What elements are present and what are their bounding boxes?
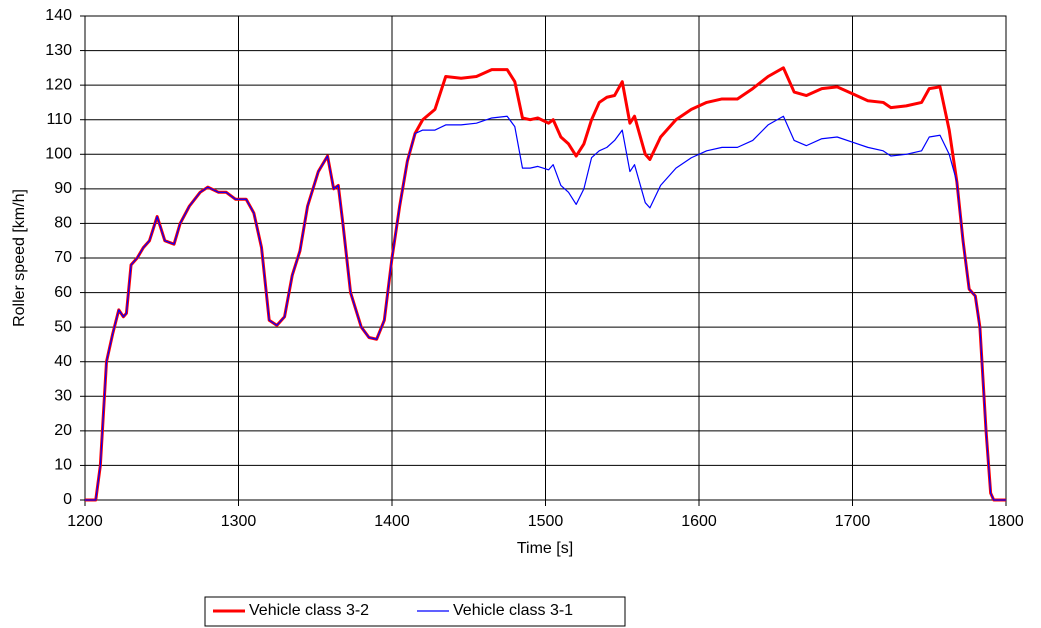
y-tick-label: 50 xyxy=(54,318,72,335)
y-tick-label: 110 xyxy=(46,111,72,128)
y-tick-label: 80 xyxy=(54,215,72,232)
y-tick-label: 140 xyxy=(45,7,72,24)
y-axis-title: Roller speed [km/h] xyxy=(11,189,28,327)
x-tick-label: 1800 xyxy=(988,513,1024,530)
legend-label: Vehicle class 3-1 xyxy=(453,602,573,619)
y-tick-label: 130 xyxy=(45,42,72,59)
x-tick-label: 1700 xyxy=(835,513,871,530)
y-tick-label: 70 xyxy=(54,249,72,266)
y-tick-label: 10 xyxy=(54,457,72,474)
x-tick-label: 1500 xyxy=(528,513,564,530)
y-tick-label: 90 xyxy=(54,180,72,197)
x-axis-title: Time [s] xyxy=(517,540,573,557)
x-tick-label: 1600 xyxy=(681,513,717,530)
y-tick-label: 40 xyxy=(54,353,72,370)
y-tick-label: 120 xyxy=(45,76,72,93)
legend-box xyxy=(204,596,626,627)
y-tick-label: 0 xyxy=(63,491,72,508)
legend-label: Vehicle class 3-2 xyxy=(249,602,369,619)
x-tick-label: 1300 xyxy=(221,513,257,530)
y-tick-label: 20 xyxy=(54,422,72,439)
series-line xyxy=(85,115,1006,501)
y-tick-label: 60 xyxy=(54,284,72,301)
y-tick-label: 100 xyxy=(45,146,72,163)
x-tick-label: 1400 xyxy=(374,513,410,530)
y-tick-label: 30 xyxy=(54,388,72,405)
x-tick-label: 1200 xyxy=(67,513,103,530)
